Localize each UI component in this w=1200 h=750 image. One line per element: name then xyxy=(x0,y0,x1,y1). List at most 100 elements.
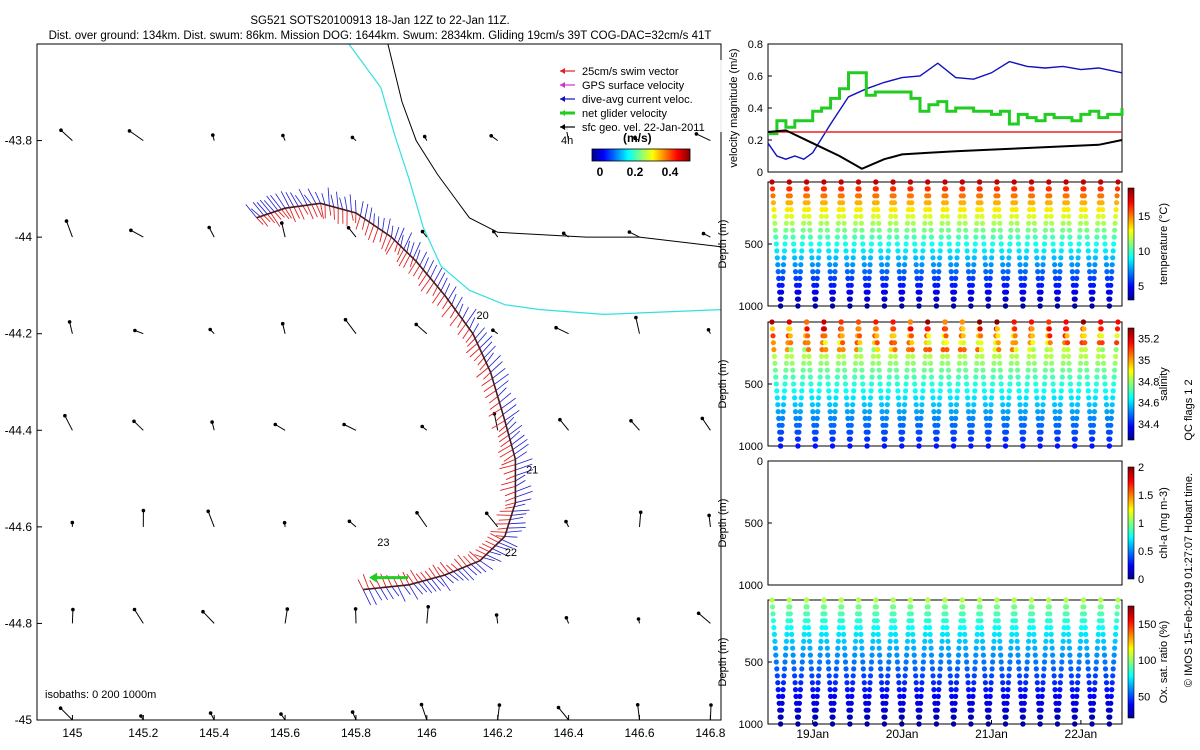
profile-dot xyxy=(882,289,889,295)
profile-dot xyxy=(847,296,853,302)
profile-dot xyxy=(1090,707,1096,713)
geo-velocity-arrow xyxy=(420,229,428,238)
profile-dot xyxy=(830,436,836,442)
profile-dot xyxy=(1041,248,1047,254)
profile-dot xyxy=(1103,402,1110,408)
profile-dot xyxy=(835,638,841,644)
profile-dot xyxy=(973,652,979,658)
profile-dot xyxy=(778,721,784,727)
profile-dot xyxy=(853,638,859,644)
profile-dot xyxy=(940,347,946,353)
profile-dot xyxy=(1056,693,1062,700)
profile-dot xyxy=(1049,220,1055,226)
profile-dot xyxy=(784,625,791,631)
profile-dot xyxy=(806,220,813,226)
profile-dot xyxy=(875,213,881,219)
profile-dot xyxy=(856,326,862,332)
profile-dot xyxy=(1042,367,1048,373)
profile-dot xyxy=(801,220,807,226)
profile-dot xyxy=(1074,687,1080,693)
profile-dot xyxy=(983,275,989,281)
profile-dot xyxy=(818,353,825,359)
profile-dot xyxy=(839,333,845,339)
profile-dot xyxy=(844,262,850,268)
profile-dot xyxy=(989,673,995,679)
profile-dot xyxy=(860,666,866,672)
profile-dot xyxy=(1047,333,1053,339)
geo-velocity-arrow xyxy=(279,712,286,720)
profile-dot xyxy=(826,248,832,254)
profile-dot xyxy=(1107,296,1113,302)
profile-dot xyxy=(1024,248,1030,254)
current-vector xyxy=(275,193,286,209)
profile-dot xyxy=(780,409,786,415)
profile-dot xyxy=(939,367,945,373)
profile-dot xyxy=(1114,618,1120,624)
geo-velocity-arrow xyxy=(210,420,215,431)
profile-dot xyxy=(990,374,996,380)
profile-dot xyxy=(1004,415,1011,421)
profile-dot xyxy=(783,227,789,233)
profile-dot xyxy=(952,707,958,713)
profile-dot xyxy=(775,402,781,408)
profile-dot xyxy=(986,707,992,713)
profile-dot xyxy=(1077,652,1083,658)
current-vector xyxy=(458,303,464,315)
profile-dot xyxy=(859,652,865,658)
profile-dot xyxy=(1113,213,1119,219)
profile-dot xyxy=(904,374,910,380)
profile-dot xyxy=(883,422,889,428)
profile-dot xyxy=(919,673,926,679)
current-vector xyxy=(250,208,261,217)
profile-dot xyxy=(952,429,958,435)
profile-dot xyxy=(1076,666,1082,672)
colorbar-label: temperature (°C) xyxy=(1158,203,1170,285)
profile-dot xyxy=(1055,296,1061,302)
profile-dot xyxy=(1092,673,1098,679)
current-vector xyxy=(360,201,364,217)
profile-dot xyxy=(770,618,777,624)
profile-dot xyxy=(964,659,970,665)
profile-dot xyxy=(814,422,820,428)
current-vector xyxy=(426,260,435,275)
profile-dot xyxy=(1014,353,1020,359)
geo-velocity-arrow xyxy=(59,128,73,141)
profile-dot xyxy=(1077,234,1083,240)
profile-dot xyxy=(788,200,794,206)
profile-dot xyxy=(1077,638,1084,644)
swim-vector xyxy=(439,561,450,574)
profile-dot xyxy=(1099,611,1105,617)
isobath-1000m xyxy=(387,44,721,248)
profile-dot xyxy=(801,353,807,359)
profile-dot xyxy=(959,179,965,185)
swim-vector xyxy=(500,480,516,486)
profile-dot xyxy=(1111,381,1117,387)
profile-dot xyxy=(925,319,931,325)
profile-dot xyxy=(981,381,987,387)
profile-dot xyxy=(1064,186,1070,192)
profile-dot xyxy=(919,680,925,686)
profile-dot xyxy=(1034,673,1040,679)
profile-dot xyxy=(1043,213,1049,219)
profile-dot xyxy=(914,269,920,275)
profile-dot xyxy=(1093,381,1099,387)
swim-vector xyxy=(385,239,395,255)
profile-dot xyxy=(896,687,902,693)
profile-dot xyxy=(797,693,803,700)
profile-dot xyxy=(983,693,989,700)
profile-dot xyxy=(969,289,975,295)
profile-dot xyxy=(1025,652,1031,658)
profile-dot xyxy=(1096,347,1102,353)
profile-dot xyxy=(1114,200,1120,206)
velocity-series-line xyxy=(767,129,1123,170)
profile-dot xyxy=(1104,415,1110,421)
swim-vector xyxy=(320,203,324,219)
profile-dot xyxy=(953,687,959,693)
profile-dot xyxy=(853,213,859,219)
profile-dot xyxy=(859,234,865,240)
profile-dot xyxy=(930,255,936,261)
profile-dot xyxy=(904,638,911,644)
profile-dot xyxy=(964,241,970,247)
